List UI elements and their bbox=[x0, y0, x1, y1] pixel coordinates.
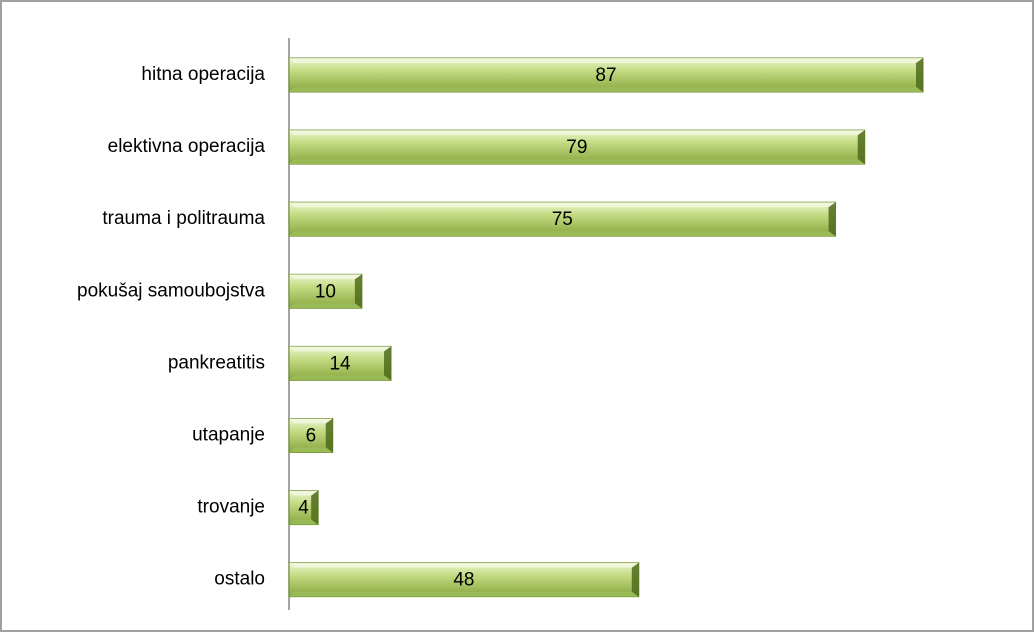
bar-bevel bbox=[631, 562, 639, 597]
bar-bevel bbox=[289, 562, 639, 568]
bar-bevel bbox=[289, 490, 319, 496]
y-tick-label: elektivna operacija bbox=[108, 136, 266, 157]
bar-bevel bbox=[289, 202, 836, 208]
bar bbox=[288, 129, 866, 165]
bar-bevel bbox=[354, 274, 362, 309]
data-label: 4 bbox=[298, 498, 309, 519]
bar-bevel bbox=[325, 418, 333, 453]
data-label: 79 bbox=[566, 137, 587, 158]
bar-bevel bbox=[916, 58, 923, 92]
data-label: 14 bbox=[329, 353, 351, 374]
bar-bevel bbox=[857, 130, 865, 165]
bar-bevel bbox=[289, 591, 639, 597]
bar-bevel bbox=[289, 159, 865, 165]
bar-bevel bbox=[289, 375, 392, 381]
bar-bevel bbox=[289, 346, 392, 352]
data-label: 48 bbox=[453, 570, 474, 591]
bar-bevel bbox=[289, 231, 836, 237]
data-label: 10 bbox=[315, 281, 336, 302]
bar-bevel bbox=[384, 346, 392, 381]
bar-bevel bbox=[289, 303, 362, 309]
data-label: 75 bbox=[552, 209, 573, 230]
bar-bevel bbox=[289, 447, 333, 453]
bar-bevel bbox=[289, 130, 865, 136]
bar-bevel bbox=[311, 490, 319, 525]
y-tick-label: pankreatitis bbox=[168, 352, 265, 373]
bar-bevel bbox=[828, 202, 836, 237]
y-tick-label: utapanje bbox=[192, 425, 265, 446]
bar-bevel bbox=[289, 418, 333, 424]
bar-bevel bbox=[289, 87, 923, 92]
y-tick-label: ostalo bbox=[214, 569, 265, 590]
y-tick-label: hitna operacija bbox=[141, 64, 265, 85]
bar-bevel bbox=[289, 519, 319, 525]
bar-bevel bbox=[289, 58, 923, 63]
data-label: 87 bbox=[595, 65, 616, 86]
y-tick-label: trauma i politrauma bbox=[102, 208, 265, 229]
data-label: 6 bbox=[306, 426, 317, 447]
y-tick-label: pokušaj samoubojstva bbox=[77, 280, 265, 301]
y-tick-label: trovanje bbox=[197, 497, 265, 518]
bar-bevel bbox=[289, 274, 362, 280]
